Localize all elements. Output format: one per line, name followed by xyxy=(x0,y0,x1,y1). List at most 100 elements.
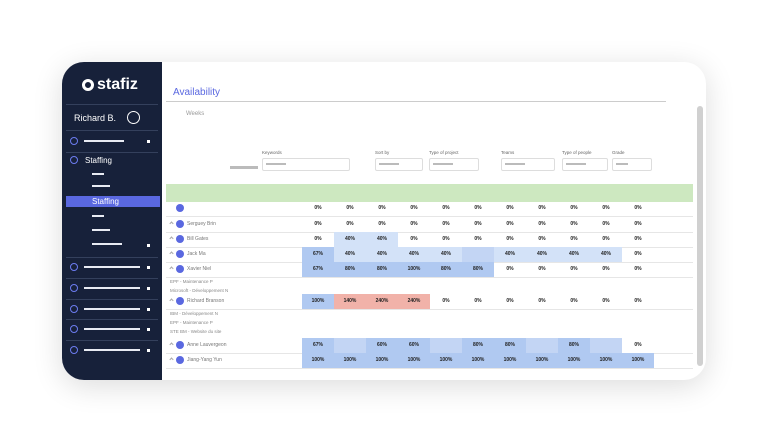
availability-cell xyxy=(334,338,366,353)
row-avatar[interactable] xyxy=(176,250,184,258)
row-avatar[interactable] xyxy=(176,356,184,364)
person-name[interactable]: Bill Gates xyxy=(187,236,209,242)
row-divider xyxy=(166,368,693,369)
menu-placeholder[interactable] xyxy=(92,229,110,231)
row-avatar[interactable] xyxy=(176,220,184,228)
availability-cell xyxy=(366,247,398,262)
divider xyxy=(66,257,158,258)
filter-input-placeholder xyxy=(379,163,399,165)
menu-placeholder[interactable] xyxy=(84,308,140,310)
row-avatar[interactable] xyxy=(176,235,184,243)
availability-cell xyxy=(590,338,622,353)
assignment-label: EPF - Maintenance P xyxy=(170,320,213,325)
availability-value: 0% xyxy=(506,205,514,211)
availability-value: 100% xyxy=(375,357,389,363)
person-name[interactable]: Jack Ma xyxy=(187,251,206,257)
caret xyxy=(147,308,150,311)
menu-placeholder[interactable] xyxy=(92,215,104,217)
filter-label: Type of people xyxy=(562,150,592,155)
menu-placeholder[interactable] xyxy=(92,185,110,187)
row-avatar[interactable] xyxy=(176,297,184,305)
menu-icon[interactable] xyxy=(70,325,78,333)
person-name[interactable]: Jiang-Yang Yun xyxy=(187,357,222,363)
person-name[interactable]: Xavier Niel xyxy=(187,266,212,272)
availability-cell xyxy=(302,338,334,353)
divider xyxy=(66,152,158,153)
filter-input[interactable] xyxy=(501,158,555,171)
availability-value: 0% xyxy=(506,236,514,242)
availability-value: 80% xyxy=(344,266,355,272)
availability-cell xyxy=(526,247,558,262)
filter-input[interactable] xyxy=(429,158,479,171)
availability-value: 0% xyxy=(634,251,642,257)
row-divider xyxy=(166,232,693,233)
brand: stafiz xyxy=(97,76,138,93)
filter-input[interactable] xyxy=(612,158,652,171)
availability-value: 0% xyxy=(634,205,642,211)
availability-value: 100% xyxy=(311,298,325,304)
availability-value: 40% xyxy=(568,251,579,257)
availability-value: 0% xyxy=(602,298,610,304)
availability-value: 240% xyxy=(375,298,389,304)
availability-value: 0% xyxy=(538,266,546,272)
row-avatar[interactable] xyxy=(176,341,184,349)
menu-active[interactable] xyxy=(66,196,160,207)
scrollbar xyxy=(697,106,703,366)
availability-cell xyxy=(334,247,366,262)
filter-placeholder xyxy=(230,166,258,169)
availability-value: 40% xyxy=(344,236,355,242)
filter-label: Grade xyxy=(612,150,625,155)
menu-placeholder[interactable] xyxy=(84,287,140,289)
menu-icon[interactable] xyxy=(70,137,78,145)
caret xyxy=(147,244,150,247)
filter-input[interactable] xyxy=(375,158,423,171)
availability-value: 0% xyxy=(442,221,450,227)
menu-icon[interactable] xyxy=(70,263,78,271)
filter-input[interactable] xyxy=(262,158,350,171)
assignment-label: Microsoft - Développement N xyxy=(170,288,229,293)
availability-value: 0% xyxy=(474,298,482,304)
availability-cell xyxy=(462,338,494,353)
availability-cell xyxy=(590,247,622,262)
menu-placeholder[interactable] xyxy=(84,349,140,351)
device-frame xyxy=(62,62,706,380)
menu-placeholder[interactable] xyxy=(84,266,140,268)
person-name[interactable]: Serguey Brin xyxy=(187,221,216,227)
weeks-toggle[interactable]: Weeks xyxy=(186,111,205,117)
availability-cell xyxy=(430,338,462,353)
menu-active-label[interactable]: Staffing xyxy=(92,197,119,206)
person-name[interactable]: Richard Branson xyxy=(187,298,225,304)
availability-cell xyxy=(494,353,526,368)
availability-value: 0% xyxy=(314,205,322,211)
availability-value: 80% xyxy=(472,266,483,272)
filter-input-placeholder xyxy=(505,163,525,165)
availability-value: 0% xyxy=(538,236,546,242)
availability-cell xyxy=(590,353,622,368)
page-title: Availability xyxy=(173,87,221,98)
divider xyxy=(66,340,158,341)
availability-value: 0% xyxy=(570,205,578,211)
menu-item[interactable]: Staffing xyxy=(85,156,112,165)
row-divider xyxy=(166,309,693,310)
availability-value: 40% xyxy=(344,251,355,257)
caret xyxy=(147,287,150,290)
availability-cell xyxy=(494,338,526,353)
row-avatar[interactable] xyxy=(176,204,184,212)
availability-value: 0% xyxy=(506,266,514,272)
availability-value: 60% xyxy=(376,342,387,348)
menu-icon[interactable] xyxy=(70,305,78,313)
menu-placeholder[interactable] xyxy=(92,173,104,175)
availability-cell xyxy=(366,353,398,368)
menu-icon[interactable] xyxy=(70,284,78,292)
divider xyxy=(66,278,158,279)
menu-placeholder[interactable] xyxy=(84,328,140,330)
availability-value: 0% xyxy=(474,221,482,227)
row-avatar[interactable] xyxy=(176,265,184,273)
availability-cell xyxy=(526,338,558,353)
menu-placeholder[interactable] xyxy=(92,243,122,245)
menu-placeholder[interactable] xyxy=(84,140,124,142)
menu-icon[interactable] xyxy=(70,346,78,354)
person-name[interactable]: Anne Lauvergeon xyxy=(187,342,227,348)
caret xyxy=(147,349,150,352)
menu-icon[interactable] xyxy=(70,156,78,164)
